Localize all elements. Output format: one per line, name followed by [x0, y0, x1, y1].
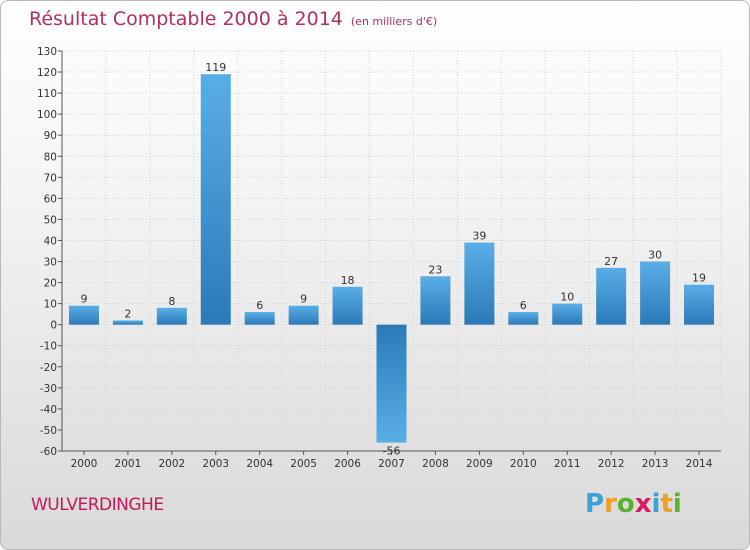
- bar-2000: [68, 305, 99, 325]
- y-tick-label: 130: [37, 46, 57, 58]
- x-tick-label: 2013: [642, 458, 669, 470]
- y-tick-label: 100: [37, 109, 57, 121]
- logo-letter: i: [672, 489, 682, 519]
- x-tick-label: 2005: [290, 458, 317, 470]
- y-tick-label: -40: [40, 404, 57, 416]
- data-label-2006: 18: [341, 274, 355, 287]
- data-label-2011: 10: [560, 291, 574, 304]
- x-tick-label: 2001: [115, 458, 142, 470]
- data-label-2012: 27: [604, 255, 618, 268]
- logo-letter: o: [616, 489, 635, 519]
- y-tick-label: 40: [44, 235, 57, 247]
- y-tick-label: 90: [44, 130, 57, 142]
- bar-2009: [464, 242, 495, 325]
- logo-letter: r: [604, 489, 617, 519]
- bar-2001: [112, 320, 143, 325]
- x-tick-label: 2000: [71, 458, 98, 470]
- y-tick-label: -10: [40, 341, 57, 353]
- bar-2005: [288, 305, 319, 325]
- data-label-2000: 9: [80, 293, 87, 306]
- bars: [68, 74, 715, 443]
- logo-letter: P: [585, 489, 605, 519]
- logo-letter: t: [660, 489, 673, 519]
- data-label-2007: -56: [383, 445, 401, 458]
- town-name: WULVERDINGHE: [31, 495, 164, 515]
- x-tick-label: 2010: [510, 458, 537, 470]
- logo-letter: i: [651, 489, 661, 519]
- y-tick-label: 10: [44, 299, 57, 311]
- x-tick-label: 2012: [598, 458, 625, 470]
- chart-unit: (en milliers d'€): [350, 15, 438, 28]
- x-tick-label: 2008: [422, 458, 449, 470]
- bar-2003: [200, 74, 231, 325]
- data-label-2003: 119: [205, 61, 226, 74]
- bar-2004: [244, 312, 275, 325]
- x-tick-label: 2004: [246, 458, 273, 470]
- data-label-2014: 19: [692, 272, 706, 285]
- x-tick-label: 2003: [202, 458, 229, 470]
- x-tick-label: 2002: [158, 458, 185, 470]
- data-label-2010: 6: [520, 299, 527, 312]
- x-tick-label: 2011: [554, 458, 581, 470]
- y-tick-label: 50: [44, 214, 57, 226]
- bar-2006: [332, 286, 363, 325]
- bar-2008: [420, 276, 451, 325]
- data-label-2002: 8: [168, 295, 175, 308]
- y-tick-label: -60: [40, 446, 57, 458]
- y-tick-label: 110: [37, 88, 57, 100]
- bar-2007: [376, 324, 407, 443]
- data-label-2005: 9: [300, 293, 307, 306]
- chart-title: Résultat Comptable 2000 à 2014 (en millie…: [29, 8, 437, 30]
- y-tick-label: -30: [40, 383, 57, 395]
- y-tick-label: 60: [44, 193, 57, 205]
- x-tick-label: 2007: [378, 458, 405, 470]
- y-tick-label: 120: [37, 67, 57, 79]
- x-tick-label: 2014: [686, 458, 713, 470]
- bar-2002: [156, 307, 187, 325]
- logo-letter: x: [634, 489, 652, 519]
- data-label-2009: 39: [472, 230, 486, 243]
- proxiti-logo[interactable]: Proxiti: [585, 489, 695, 525]
- data-label-2013: 30: [648, 249, 662, 262]
- data-label-2004: 6: [256, 299, 263, 312]
- bar-2014: [684, 284, 715, 325]
- y-tick-label: 80: [44, 151, 57, 163]
- x-tick-label: 2006: [334, 458, 361, 470]
- y-tick-label: 30: [44, 257, 57, 269]
- bar-2013: [640, 261, 671, 325]
- labels: 9 2 8 119 6 9 18 -56 23 39 6 10 27 30 19: [80, 61, 706, 457]
- bar-2010: [508, 312, 539, 325]
- x-tick-label: 2009: [466, 458, 493, 470]
- chart-title-text: Résultat Comptable 2000 à 2014: [29, 8, 343, 30]
- data-label-2008: 23: [428, 263, 442, 276]
- y-tick-label: 0: [50, 320, 57, 332]
- bar-2011: [552, 303, 583, 325]
- bar-2012: [596, 267, 627, 325]
- axes: 1301201101009080706050403020100-10-20-30…: [37, 46, 721, 470]
- y-tick-label: -50: [40, 425, 57, 437]
- data-label-2001: 2: [124, 307, 131, 320]
- y-tick-label: 20: [44, 278, 57, 290]
- y-tick-label: -20: [40, 362, 57, 374]
- y-tick-label: 70: [44, 172, 57, 184]
